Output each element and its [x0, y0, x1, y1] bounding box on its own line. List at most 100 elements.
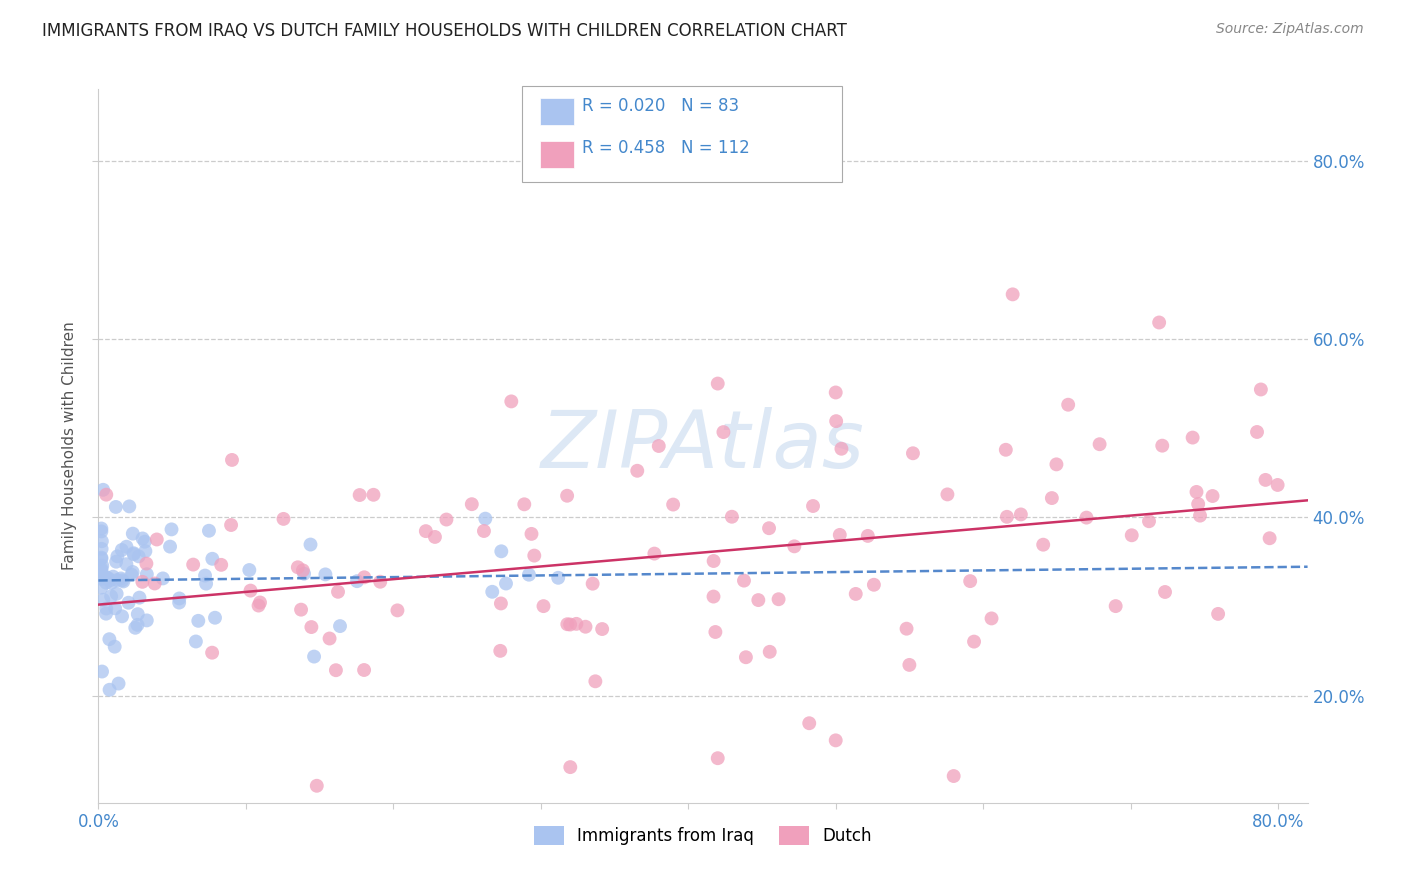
Point — [160, 522, 183, 536]
Point — [648, 439, 671, 453]
Text: ZIPAtlas: ZIPAtlas — [541, 407, 865, 485]
Point — [1088, 437, 1111, 451]
Point — [828, 528, 851, 542]
Point — [329, 619, 352, 633]
Point — [201, 551, 224, 566]
Point — [1010, 508, 1032, 522]
Point — [299, 537, 322, 551]
Point — [703, 554, 725, 568]
Point — [1045, 458, 1067, 472]
Point — [292, 566, 315, 581]
Point — [735, 650, 758, 665]
FancyBboxPatch shape — [540, 141, 574, 168]
Point — [94, 607, 117, 621]
Point — [90, 581, 112, 595]
Point — [91, 483, 114, 497]
Point — [1206, 607, 1229, 621]
Point — [91, 592, 114, 607]
Point — [135, 557, 157, 571]
Point — [128, 591, 150, 605]
Point — [90, 550, 112, 565]
Point — [520, 527, 543, 541]
Point — [121, 526, 143, 541]
Point — [1181, 431, 1204, 445]
Point — [747, 593, 769, 607]
Point — [1121, 528, 1143, 542]
Point — [721, 509, 744, 524]
Point — [249, 595, 271, 609]
Point — [152, 571, 174, 585]
Point — [290, 602, 312, 616]
Point — [436, 512, 458, 526]
Point — [100, 573, 122, 587]
Point — [1057, 398, 1080, 412]
Point — [201, 646, 224, 660]
Point — [368, 574, 391, 589]
Point — [349, 488, 371, 502]
Point — [560, 760, 582, 774]
Point — [824, 733, 846, 747]
Point — [591, 622, 613, 636]
Point — [489, 644, 512, 658]
Point — [461, 497, 484, 511]
Point — [582, 576, 605, 591]
Point — [901, 446, 924, 460]
Point — [94, 570, 117, 584]
Point — [135, 567, 157, 582]
Point — [768, 592, 790, 607]
Point — [94, 575, 117, 590]
Point — [117, 596, 139, 610]
Point — [105, 549, 128, 564]
Point — [115, 558, 138, 572]
Point — [423, 530, 446, 544]
Point — [1250, 383, 1272, 397]
FancyBboxPatch shape — [522, 86, 842, 182]
Point — [96, 601, 118, 615]
Point — [489, 597, 512, 611]
Point — [533, 599, 555, 614]
Point — [90, 534, 112, 549]
Point — [517, 567, 540, 582]
Point — [90, 563, 112, 577]
Point — [90, 522, 112, 536]
Point — [91, 558, 114, 573]
Point — [146, 533, 169, 547]
Point — [135, 614, 157, 628]
Point — [1254, 473, 1277, 487]
Point — [91, 665, 114, 679]
Point — [574, 620, 596, 634]
Point — [513, 497, 536, 511]
Point — [90, 524, 112, 539]
Point — [1154, 585, 1177, 599]
Point — [167, 596, 190, 610]
Point — [111, 609, 134, 624]
Point — [287, 560, 309, 574]
Point — [325, 663, 347, 677]
Point — [643, 547, 665, 561]
Point — [898, 657, 921, 672]
Point — [124, 621, 146, 635]
Point — [481, 584, 503, 599]
Point — [90, 569, 112, 583]
Point — [159, 540, 181, 554]
Point — [121, 565, 143, 579]
Point — [523, 549, 546, 563]
Point — [97, 571, 120, 585]
Point — [896, 622, 918, 636]
Point — [1185, 484, 1208, 499]
Point — [105, 555, 128, 569]
Point — [98, 632, 121, 647]
Point — [209, 558, 232, 572]
Point — [583, 674, 606, 689]
Point — [555, 489, 578, 503]
Point — [204, 611, 226, 625]
Point — [90, 572, 112, 586]
Point — [131, 574, 153, 589]
Point — [830, 442, 852, 456]
Point — [565, 616, 588, 631]
Point — [1147, 316, 1170, 330]
Point — [1187, 497, 1209, 511]
Point — [363, 488, 385, 502]
Point — [111, 543, 134, 558]
Legend: Immigrants from Iraq, Dutch: Immigrants from Iraq, Dutch — [527, 819, 879, 852]
